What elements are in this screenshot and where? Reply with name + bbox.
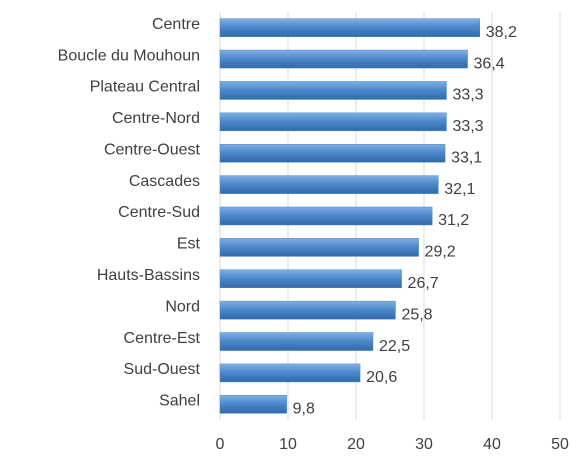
value-label: 20,6 bbox=[366, 369, 397, 386]
value-label: 9,8 bbox=[293, 401, 315, 418]
x-tick-label: 50 bbox=[551, 436, 569, 453]
y-tick-label: Centre-Nord bbox=[112, 110, 200, 127]
y-tick-label: Hauts-Bassins bbox=[97, 267, 200, 284]
value-label: 22,5 bbox=[379, 338, 410, 355]
y-tick-label: Plateau Central bbox=[90, 79, 200, 96]
bar bbox=[219, 143, 446, 163]
x-tick-label: 40 bbox=[483, 436, 501, 453]
bar bbox=[219, 300, 396, 320]
value-label: 38,2 bbox=[486, 24, 517, 41]
bar bbox=[219, 269, 402, 289]
y-tick-label: Centre-Ouest bbox=[104, 141, 201, 158]
value-label: 25,8 bbox=[401, 306, 432, 323]
y-tick-label: Nord bbox=[165, 298, 200, 315]
x-tick-label: 10 bbox=[279, 436, 297, 453]
bar bbox=[219, 49, 468, 69]
value-label: 33,1 bbox=[451, 149, 482, 166]
bar bbox=[219, 363, 361, 383]
x-tick-label: 30 bbox=[415, 436, 433, 453]
y-tick-label: Est bbox=[177, 236, 201, 253]
y-tick-label: Centre-Sud bbox=[118, 204, 200, 221]
y-tick-label: Cascades bbox=[129, 173, 200, 190]
x-tick-label: 20 bbox=[347, 436, 365, 453]
bar bbox=[219, 175, 439, 194]
y-tick-label: Centre-Est bbox=[124, 330, 201, 347]
value-label: 33,3 bbox=[452, 118, 483, 135]
value-label: 33,3 bbox=[452, 87, 483, 104]
value-label: 36,4 bbox=[474, 55, 505, 72]
bar bbox=[219, 18, 481, 37]
value-label: 32,1 bbox=[444, 181, 475, 198]
value-label: 31,2 bbox=[438, 212, 469, 229]
bar bbox=[219, 238, 419, 257]
y-tick-label: Boucle du Mouhoun bbox=[58, 47, 200, 64]
value-label: 26,7 bbox=[408, 275, 439, 292]
bar bbox=[219, 81, 447, 100]
bar bbox=[219, 332, 374, 351]
bar bbox=[219, 112, 447, 132]
y-tick-label: Sud-Ouest bbox=[124, 361, 201, 378]
y-tick-label: Centre bbox=[152, 16, 200, 33]
y-tick-label: Sahel bbox=[159, 393, 200, 410]
x-tick-label: 0 bbox=[216, 436, 225, 453]
value-label: 29,2 bbox=[425, 244, 456, 261]
bar bbox=[219, 206, 433, 226]
bar bbox=[219, 395, 287, 414]
